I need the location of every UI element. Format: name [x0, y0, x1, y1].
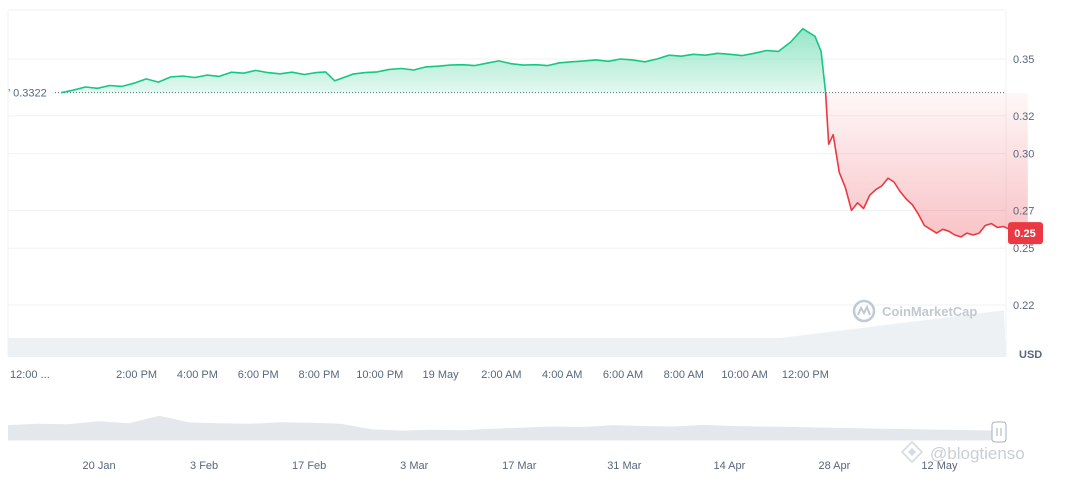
volume-band: [8, 310, 1006, 357]
navigator-tick-label: 12 May: [921, 460, 958, 472]
y-tick-label: 0.22: [1013, 300, 1034, 312]
navigator-tick-label: 17 Feb: [292, 460, 326, 472]
grid-layer: [7, 9, 1007, 357]
watermark: CoinMarketCap: [852, 299, 977, 323]
navigator-tick-label: 3 Mar: [400, 460, 428, 472]
x-tick-label: 8:00 AM: [664, 369, 704, 381]
x-tick-label: 4:00 PM: [177, 369, 218, 381]
x-axis: 12:00 ... 2:00 PM 4:00 PM 6:00 PM 8:00 PM 10:…: [10, 369, 829, 381]
y-tick-label: 0.25: [1013, 243, 1034, 255]
current-price-label: 0.25: [1014, 228, 1035, 240]
x-tick-label: 19 May: [423, 369, 460, 381]
x-tick-label: 8:00 PM: [299, 369, 340, 381]
y-tick-label: 0.27: [1013, 205, 1034, 217]
y-tick-label: 0.30: [1013, 149, 1034, 161]
down-segment-area: [825, 92, 1028, 237]
x-tick-label: 2:00 AM: [481, 369, 521, 381]
up-segment-line: [60, 27, 827, 94]
y-tick-label: 0.32: [1013, 111, 1034, 123]
navigator-tick-label: 3 Feb: [190, 460, 218, 472]
x-tick-label: 12:00 ...: [10, 369, 50, 381]
coinmarketcap-logo-icon: [852, 299, 876, 323]
corner-watermark-text: @blogtienso: [930, 444, 1025, 463]
x-tick-label: 4:00 AM: [542, 369, 582, 381]
corner-watermark: @blogtienso: [900, 440, 1025, 464]
price-labels: ’ 0.3322 0.25: [8, 88, 1043, 245]
x-tick-label: 6:00 PM: [238, 369, 279, 381]
volume-area: [8, 310, 1006, 357]
navigator-area: [8, 415, 1006, 440]
x-tick-label: 10:00 PM: [356, 369, 403, 381]
x-tick-label: 2:00 PM: [116, 369, 157, 381]
current-price-badge: [1008, 222, 1043, 245]
navigator[interactable]: 20 Jan 3 Feb 17 Feb 3 Mar 17 Mar 31 Mar 14 Apr…: [8, 415, 1007, 472]
navigator-tick-label: 14 Apr: [713, 460, 745, 472]
unit-label: USD: [1019, 349, 1042, 361]
start-price-label: ’ 0.3322: [8, 88, 47, 100]
up-segment-area: [61, 28, 826, 93]
navigator-tick-label: 20 Jan: [83, 460, 116, 472]
y-axis: 0.22 0.25 0.27 0.30 0.32 0.35 USD: [1013, 54, 1042, 361]
area-layer: [61, 28, 1028, 237]
x-tick-label: 10:00 AM: [721, 369, 767, 381]
navigator-handle[interactable]: [991, 421, 1007, 443]
binance-logo-icon: [900, 440, 924, 464]
watermark-text: CoinMarketCap: [882, 304, 977, 319]
y-tick-label: 0.35: [1013, 54, 1034, 66]
line-layer: [60, 27, 1028, 238]
x-tick-label: 12:00 PM: [782, 369, 829, 381]
navigator-tick-label: 17 Mar: [502, 460, 537, 472]
navigator-tick-label: 31 Mar: [607, 460, 642, 472]
x-tick-label: 6:00 AM: [603, 369, 643, 381]
down-segment-line: [824, 92, 1028, 238]
navigator-tick-label: 28 Apr: [819, 460, 851, 472]
